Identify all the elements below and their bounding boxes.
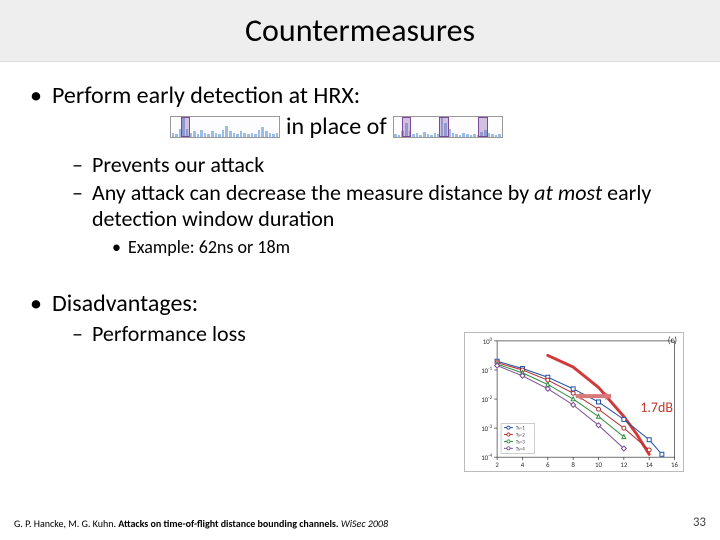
svg-text:4: 4	[521, 460, 525, 469]
svg-text:10-4: 10-4	[481, 453, 492, 462]
bullet-any-attack: Any attack can decrease the measure dist…	[30, 180, 690, 233]
svg-text:Ts=4: Ts=4	[516, 446, 525, 452]
mini-chart-b	[393, 116, 503, 138]
svg-text:8: 8	[571, 460, 575, 469]
chart-corner-label: (c)	[668, 335, 677, 346]
bullet-example: Example: 62ns or 18m	[30, 237, 690, 259]
svg-text:Ts=3: Ts=3	[516, 439, 525, 445]
svg-text:10-3: 10-3	[481, 424, 492, 433]
svg-text:10: 10	[595, 460, 602, 469]
svg-text:16: 16	[671, 460, 678, 469]
bullet-prevents-attack: Prevents our attack	[30, 152, 690, 178]
svg-text:100: 100	[483, 337, 493, 346]
footer: G. P. Hancke, M. G. Kuhn. Attacks on tim…	[14, 515, 706, 530]
page-title: Countermeasures	[245, 11, 475, 50]
citation-title: Attacks on time-of-flight distance bound…	[118, 517, 341, 530]
page-number: 33	[693, 515, 706, 530]
chart-annotation: 1.7dB	[640, 399, 673, 416]
svg-text:12: 12	[620, 460, 627, 469]
slide-content: Perform early detection at HRX: in place…	[0, 62, 720, 348]
mini-chart-a	[170, 116, 280, 138]
citation: G. P. Hancke, M. G. Kuhn. Attacks on tim…	[14, 517, 388, 530]
svg-text:Ts=2: Ts=2	[516, 433, 525, 439]
svg-text:6: 6	[546, 460, 550, 469]
performance-chart: (c) 10-410-310-210-1100246810121416Ts=1T…	[464, 332, 684, 472]
text-em: at most	[534, 179, 602, 206]
svg-text:10-2: 10-2	[481, 395, 492, 404]
title-bar: Countermeasures	[0, 0, 720, 62]
citation-authors: G. P. Hancke, M. G. Kuhn.	[14, 517, 118, 530]
svg-text:10-1: 10-1	[481, 366, 492, 375]
svg-text:Ts=1: Ts=1	[516, 426, 525, 432]
svg-text:2: 2	[495, 460, 499, 469]
in-place-of-text: in place of	[286, 113, 387, 142]
bullet-early-detection: Perform early detection at HRX:	[30, 82, 690, 111]
bullet-disadvantages: Disadvantages:	[30, 290, 690, 319]
citation-venue: WiSec 2008	[341, 517, 388, 530]
svg-text:14: 14	[646, 460, 653, 469]
bullet-continuation: in place of	[30, 113, 690, 142]
text-pre: Any attack can decrease the measure dist…	[92, 179, 534, 206]
